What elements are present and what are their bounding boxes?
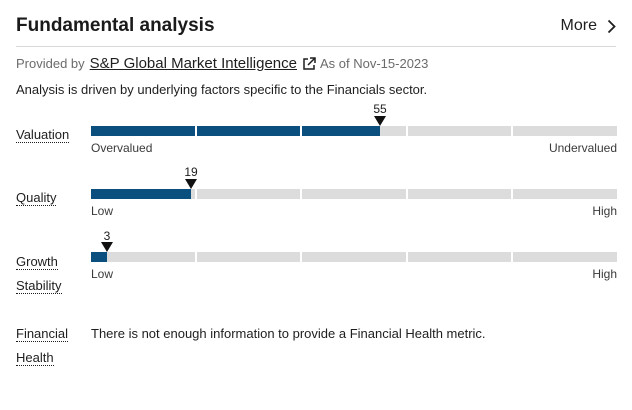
header-divider bbox=[16, 46, 616, 47]
quality-high-label: High bbox=[592, 204, 617, 218]
growth-stability-score: 3 bbox=[103, 229, 111, 243]
growth-stability-bar-fill bbox=[91, 252, 107, 262]
provider-prefix: Provided by bbox=[16, 56, 85, 71]
quality-bar-fill bbox=[91, 189, 191, 199]
valuation-bar-fill bbox=[91, 126, 380, 136]
provider-link[interactable]: S&P Global Market Intelligence bbox=[89, 55, 297, 72]
bar-segment-divider bbox=[300, 189, 302, 199]
bar-segment-divider bbox=[195, 189, 197, 199]
quality-bar bbox=[91, 189, 617, 199]
chevron-right-icon bbox=[607, 19, 616, 33]
bar-segment-divider bbox=[406, 252, 408, 262]
bar-segment-divider bbox=[511, 126, 513, 136]
bar-segment-divider bbox=[511, 252, 513, 262]
bar-segment-divider bbox=[195, 126, 197, 136]
as-of-date: As of Nov-15-2023 bbox=[320, 56, 429, 71]
quality-label[interactable]: Quality bbox=[16, 190, 57, 206]
quality-score: 19 bbox=[184, 165, 198, 179]
more-link[interactable]: More bbox=[561, 17, 616, 35]
bar-segment-divider bbox=[406, 189, 408, 199]
more-label: More bbox=[560, 17, 597, 34]
growth-stability-low-label: Low bbox=[91, 267, 114, 281]
valuation-label[interactable]: Valuation bbox=[16, 127, 70, 143]
valuation-marker bbox=[374, 116, 386, 126]
growth-stability-high-label: High bbox=[592, 267, 617, 281]
financial-health-message: There is not enough information to provi… bbox=[91, 326, 486, 341]
valuation-high-label: Undervalued bbox=[548, 141, 617, 155]
valuation-low-label: Overvalued bbox=[91, 141, 153, 155]
provider-line: Provided by S&P Global Market Intelligen… bbox=[16, 55, 428, 72]
sector-description: Analysis is driven by underlying factors… bbox=[16, 82, 428, 97]
growth-stability-bar bbox=[91, 252, 617, 262]
bar-segment-divider bbox=[406, 126, 408, 136]
valuation-bar bbox=[91, 126, 617, 136]
growth-stability-marker bbox=[101, 242, 113, 252]
bar-segment-divider bbox=[511, 189, 513, 199]
bar-segment-divider bbox=[300, 252, 302, 262]
external-link-icon[interactable] bbox=[301, 56, 317, 72]
financial-health-label[interactable]: Financial Health bbox=[16, 326, 69, 366]
valuation-score: 55 bbox=[373, 102, 387, 116]
card-title: Fundamental analysis bbox=[16, 15, 215, 36]
growth-stability-label[interactable]: Growth Stability bbox=[16, 254, 62, 294]
bar-segment-divider bbox=[300, 126, 302, 136]
bar-segment-divider bbox=[195, 252, 197, 262]
quality-marker bbox=[185, 179, 197, 189]
quality-low-label: Low bbox=[91, 204, 114, 218]
